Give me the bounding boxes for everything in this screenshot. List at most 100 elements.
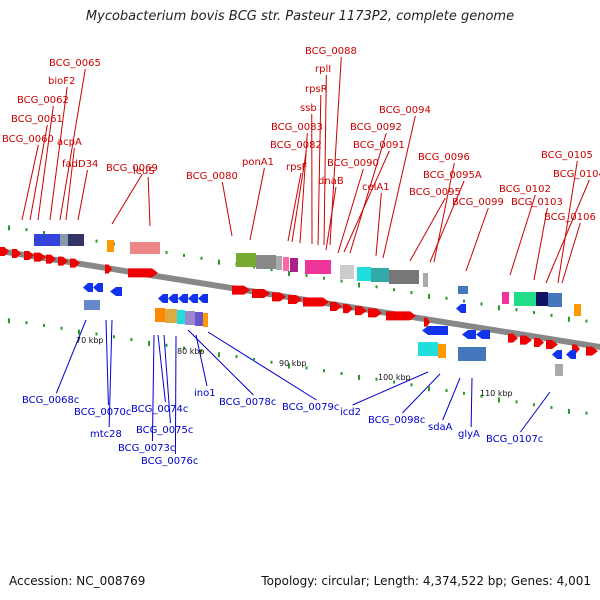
- tick-mark: [165, 343, 168, 347]
- forward-gene-label: BCG_0104: [553, 169, 600, 180]
- tick-mark: [270, 360, 273, 364]
- forward-gene-arrow: [58, 256, 68, 266]
- reverse-gene-label: BCG_0078c: [219, 397, 276, 408]
- reverse-gene-label: BCG_0098c: [368, 415, 425, 426]
- forward-gene-label: BCG_0069: [106, 163, 158, 174]
- tick-mark: [148, 340, 150, 346]
- forward-gene-label: BCG_0060: [2, 134, 54, 145]
- forward-gene-arrow: [252, 289, 270, 299]
- forward-label-leader: [343, 150, 390, 253]
- reverse-gene-arrow: [476, 330, 490, 339]
- tick-mark: [550, 405, 553, 409]
- forward-gene-arrow: [34, 252, 46, 262]
- forward-gene-arrow: [424, 317, 430, 327]
- forward-gene-arrow: [586, 346, 598, 356]
- gene-block: [276, 256, 282, 270]
- tick-mark: [445, 389, 448, 393]
- tick-mark: [235, 355, 238, 359]
- tick-mark: [393, 288, 395, 292]
- gene-block: [340, 265, 354, 279]
- reverse-label-leader: [105, 319, 109, 406]
- forward-gene-arrow: [520, 335, 532, 345]
- forward-gene-label: dnaB: [318, 176, 344, 187]
- forward-gene-arrow: [288, 295, 302, 305]
- forward-gene-label: BCG_0062: [17, 95, 69, 106]
- reverse-gene-label: BCG_0073c: [118, 443, 175, 454]
- reverse-label-leader: [151, 334, 155, 442]
- gene-block: [514, 292, 536, 306]
- tick-mark: [95, 332, 98, 336]
- forward-gene-label: BCG_0090: [327, 158, 379, 169]
- reverse-gene-arrow: [178, 294, 188, 303]
- tick-mark: [43, 231, 45, 235]
- tick-mark: [585, 411, 588, 415]
- reverse-label-leader: [352, 371, 429, 406]
- gene-block: [185, 311, 195, 325]
- gene-block: [130, 242, 160, 254]
- tick-mark: [410, 291, 413, 295]
- gene-block: [438, 344, 446, 358]
- forward-gene-arrow: [330, 302, 342, 312]
- forward-label-leader: [291, 150, 307, 243]
- scale-label-80: 80 kbp: [177, 347, 205, 356]
- forward-gene-arrow: [546, 340, 558, 350]
- forward-gene-arrow: [508, 333, 518, 343]
- reverse-label-leader: [108, 319, 113, 428]
- tick-mark: [218, 352, 220, 358]
- reverse-gene-label: glyA: [458, 429, 480, 440]
- tick-mark: [218, 259, 220, 265]
- forward-gene-label: BCG_0105: [541, 150, 593, 161]
- forward-gene-label: rpsR: [305, 84, 328, 95]
- tick-mark: [270, 268, 273, 272]
- forward-gene-arrow: [24, 251, 34, 261]
- forward-gene-arrow: [386, 311, 416, 321]
- gene-block: [107, 240, 114, 252]
- forward-label-leader: [349, 132, 387, 254]
- forward-gene-arrow: [46, 254, 56, 264]
- forward-gene-label: BCG_0083: [271, 122, 323, 133]
- gene-block: [283, 257, 289, 271]
- forward-gene-label: ssb: [300, 103, 317, 114]
- forward-label-leader: [221, 181, 233, 237]
- tick-mark: [78, 329, 80, 335]
- reverse-label-leader: [55, 319, 87, 394]
- reverse-gene-arrow: [110, 287, 122, 296]
- forward-label-leader: [509, 194, 536, 276]
- forward-gene-arrow: [534, 338, 544, 348]
- gene-block: [203, 313, 208, 327]
- forward-label-leader: [37, 105, 54, 221]
- forward-gene-label: acpA: [57, 137, 82, 148]
- forward-gene-arrow: [105, 264, 112, 274]
- forward-gene-label: BCG_0106: [544, 212, 596, 223]
- tick-mark: [288, 363, 290, 369]
- reverse-gene-label: BCG_0074c: [131, 404, 188, 415]
- tick-mark: [410, 383, 413, 387]
- tick-mark: [358, 282, 360, 288]
- tick-mark: [463, 299, 465, 303]
- gene-block: [236, 253, 256, 267]
- gene-block: [371, 268, 389, 282]
- reverse-label-leader: [174, 335, 177, 455]
- forward-label-leader: [49, 86, 68, 221]
- tick-mark: [533, 403, 535, 407]
- forward-label-leader: [429, 180, 465, 263]
- tick-mark: [113, 335, 115, 339]
- gene-block: [555, 364, 563, 376]
- forward-label-leader: [375, 192, 382, 257]
- scale-label-70: 70 kbp: [76, 336, 104, 345]
- forward-gene-label: BCG_0092: [350, 122, 402, 133]
- reverse-label-leader: [470, 377, 473, 428]
- tick-mark: [445, 296, 448, 300]
- forward-gene-label: BCG_0065: [49, 58, 101, 69]
- tick-mark: [358, 374, 360, 380]
- tick-mark: [480, 302, 483, 306]
- forward-gene-arrow: [232, 285, 250, 295]
- forward-gene-label: BCG_0102: [499, 184, 551, 195]
- forward-label-leader: [65, 147, 75, 221]
- forward-gene-arrow: [368, 308, 382, 318]
- tick-mark: [8, 318, 10, 324]
- forward-label-leader: [465, 207, 489, 272]
- tick-mark: [375, 377, 378, 381]
- forward-label-leader: [561, 222, 581, 284]
